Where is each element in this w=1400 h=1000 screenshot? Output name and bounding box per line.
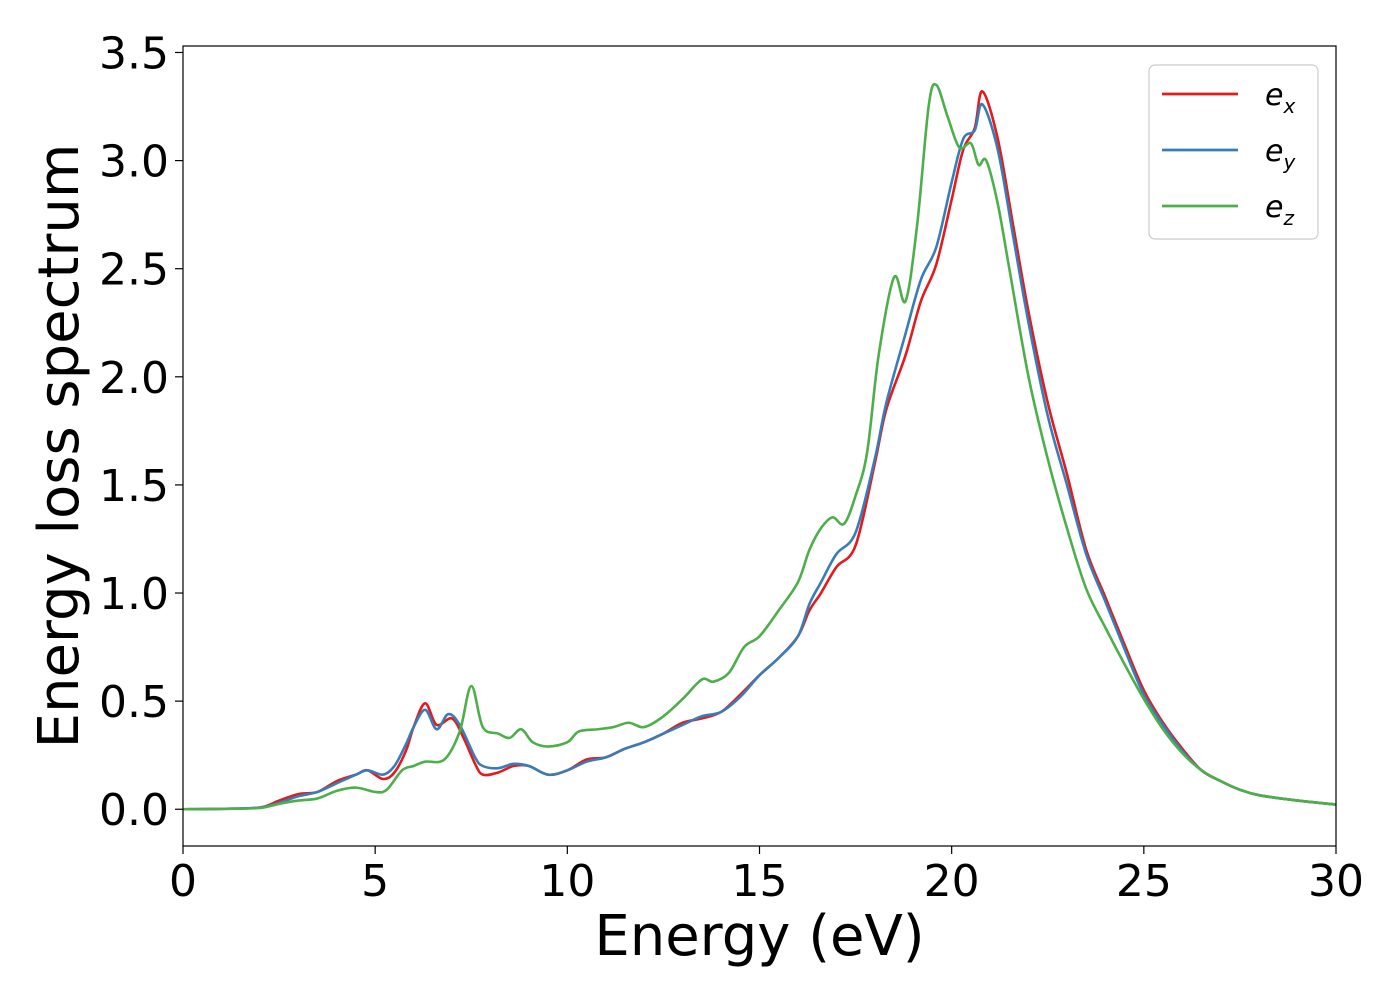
- series-line-y: [183, 103, 1336, 811]
- x-tick-label: 30: [1308, 856, 1364, 907]
- y-tick-label: 3.0: [99, 137, 169, 188]
- x-axis: 0 5 10 15 20 25 30: [169, 846, 1364, 907]
- y-tick-label: 0.5: [99, 677, 169, 728]
- y-axis-title: Energy loss spectrum: [27, 144, 92, 749]
- x-tick-label: 15: [732, 856, 788, 907]
- legend: ex ey ez: [1148, 64, 1319, 240]
- y-tick-label: 1.5: [99, 461, 169, 512]
- legend-box: [1148, 64, 1319, 240]
- legend-label-z: ez: [1265, 190, 1294, 230]
- x-tick-label: 5: [361, 856, 389, 907]
- x-tick-label: 10: [539, 856, 595, 907]
- series-line-z: [183, 82, 1336, 811]
- x-tick-label: 0: [169, 856, 197, 907]
- y-tick-label: 1.0: [99, 569, 169, 620]
- y-axis: 0.0 0.5 1.0 1.5 2.0 2.5 3.0 3.5: [99, 28, 183, 836]
- y-tick-label: 2.0: [99, 353, 169, 404]
- series-layer: [183, 82, 1336, 811]
- y-tick-label: 3.5: [99, 28, 169, 79]
- x-axis-title: Energy (eV): [594, 904, 924, 969]
- y-tick-label: 2.5: [99, 245, 169, 296]
- x-tick-label: 25: [1116, 856, 1172, 907]
- legend-label-y: ey: [1265, 134, 1296, 174]
- y-tick-label: 0.0: [99, 785, 169, 836]
- legend-label-x: ex: [1265, 78, 1295, 118]
- x-tick-label: 20: [924, 856, 980, 907]
